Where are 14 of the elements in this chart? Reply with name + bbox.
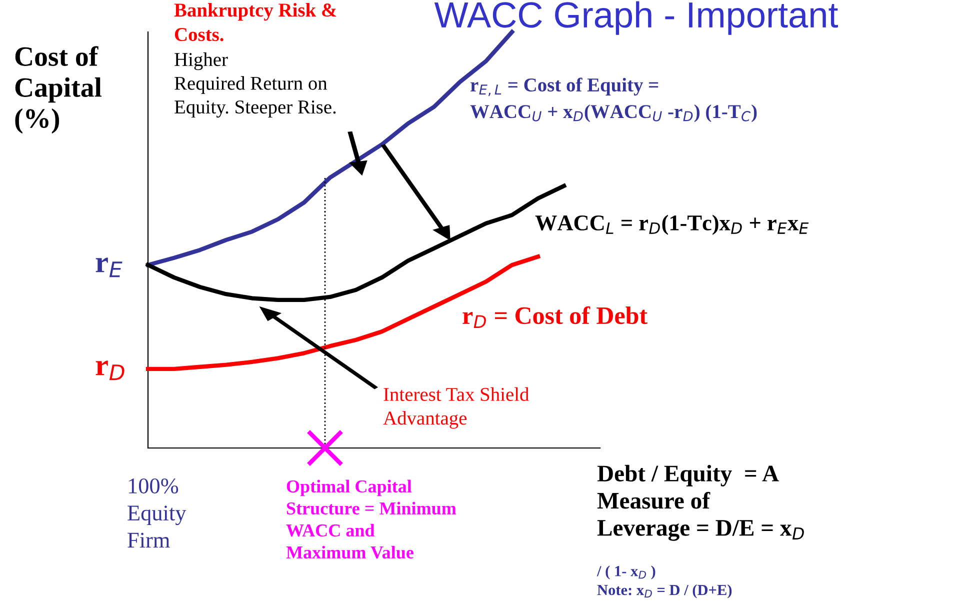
- text: 100% Equity Firm: [128, 478, 186, 548]
- annotation: Higher Required Return on Equity. Steeper Rise.: [174, 52, 336, 118]
- text: r$_{D}$: [96, 360, 124, 380]
- text: Optimal Capital Structure = Minimum WACC and Maximum Value: [286, 480, 456, 559]
- text: / ( 1- x$_{D}$ ) Note: x$_{D}$ = D / (D+E): [596, 566, 732, 598]
- series-label: r$_{D}$ = Cost of Debt: [462, 306, 648, 328]
- x-axis-title: Debt / Equity = A Measure of Leverage = D/E = x$_{D}$: [597, 464, 804, 541]
- y-axis-title: Cost of Capital (%): [15, 46, 102, 134]
- text: r$_{E}$: [96, 258, 122, 278]
- annotation: Interest Tax Shield Advantage: [383, 387, 530, 429]
- text: WACC$_{L}$ = r$_{D}$(1-Tc)x$_{D}$ + r$_{E}$x$_{E}$: [535, 214, 809, 235]
- annotation: Bankruptcy Risk & Costs.: [174, 2, 336, 42]
- text: r$_{E,L}$ = Cost of Equity = WACC$_{U}$ + x$_{D}$(WACC$_{U}$ -r$_{D}$) (1-T$_{C}$): [470, 78, 757, 122]
- chart-title: WACC Graph - Important: [434, 1, 838, 35]
